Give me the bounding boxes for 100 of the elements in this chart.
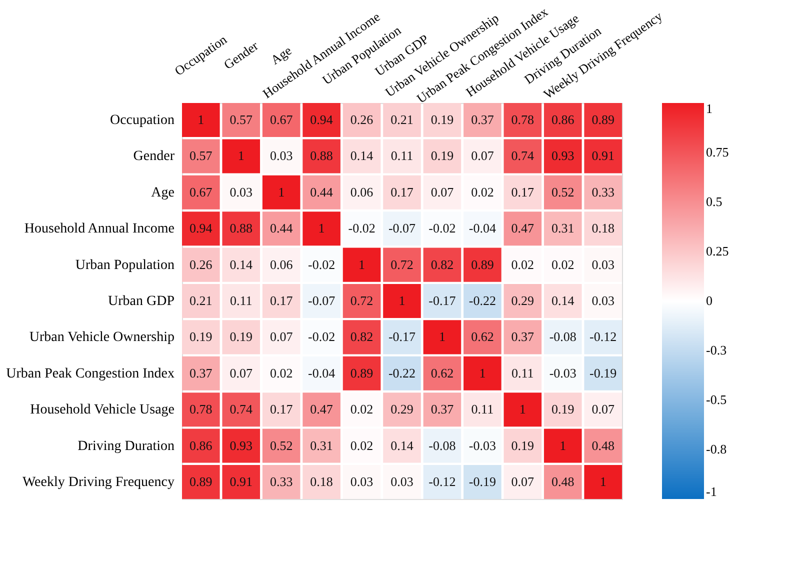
data-label: 0.48 <box>552 474 574 489</box>
data-label: 1 <box>438 329 446 344</box>
data-label: 0.02 <box>471 184 494 200</box>
data-label: 0.14 <box>350 148 374 164</box>
data-label: 0.74 <box>511 148 535 164</box>
color-bar-label: 0 <box>706 293 712 308</box>
data-label: 1 <box>560 438 566 453</box>
data-label: 0.78 <box>190 402 212 417</box>
y-tick-label: Driving Duration <box>78 438 174 454</box>
data-label: 0.62 <box>430 365 454 380</box>
data-label: 0.78 <box>511 112 534 128</box>
y-tick-label: Gender <box>133 149 175 164</box>
data-label: 0.91 <box>592 148 614 164</box>
data-label: 1 <box>318 220 325 236</box>
data-label: 0.19 <box>230 329 252 344</box>
data-label: 0.07 <box>270 329 294 344</box>
data-label: 0.17 <box>390 184 414 200</box>
data-label: 0.07 <box>592 402 615 417</box>
data-label: 0.44 <box>270 220 294 236</box>
data-label: 0.02 <box>552 256 574 272</box>
data-label: 0.07 <box>471 148 494 164</box>
data-label: 0.31 <box>310 438 333 453</box>
data-label: 0.11 <box>230 293 252 308</box>
data-label: 0.17 <box>511 184 535 200</box>
y-tick-label: Urban Population <box>75 258 174 273</box>
color-bar-label: 0.75 <box>706 144 729 160</box>
data-label: 0.07 <box>430 184 454 200</box>
data-label: 0.89 <box>190 474 212 489</box>
data-label: 0.47 <box>310 402 334 417</box>
data-label: -0.04 <box>308 365 336 380</box>
color-bar-label: -0.3 <box>706 342 727 358</box>
data-label: 0.57 <box>230 112 253 128</box>
data-label: 0.89 <box>471 256 494 272</box>
data-label: -0.22 <box>468 293 496 308</box>
data-label: 0.29 <box>390 402 414 417</box>
color-bar-label: 1 <box>706 101 712 116</box>
data-label: 0.94 <box>190 220 213 236</box>
data-label: 1 <box>278 184 285 200</box>
data-label: 0.31 <box>552 220 574 236</box>
data-label: 1 <box>238 148 244 164</box>
data-label: 0.02 <box>350 438 374 453</box>
data-label: 0.03 <box>390 474 414 489</box>
data-label: 0.21 <box>190 293 212 308</box>
data-label: 0.03 <box>592 293 614 308</box>
data-label: 0.82 <box>430 256 454 272</box>
data-label: 0.89 <box>350 365 374 380</box>
data-label: 0.17 <box>270 402 294 417</box>
y-tick-label: Weekly Driving Frequency <box>22 474 174 490</box>
y-tick-label: Urban Vehicle Ownership <box>29 330 174 346</box>
data-label: 0.02 <box>350 402 374 417</box>
data-label: 0.44 <box>310 184 334 200</box>
data-label: 0.17 <box>270 293 294 308</box>
data-label: -0.19 <box>468 474 496 489</box>
data-label: 0.52 <box>552 184 574 200</box>
data-label: 0.11 <box>390 148 414 164</box>
data-label: -0.07 <box>388 220 416 236</box>
data-label: 1 <box>600 474 606 489</box>
data-label: 0.06 <box>270 256 294 272</box>
data-label: 0.47 <box>511 220 535 236</box>
data-label: -0.22 <box>388 365 416 380</box>
data-label: 1 <box>519 402 526 417</box>
color-bar-label: -0.5 <box>706 392 727 407</box>
data-label: 0.48 <box>592 438 614 453</box>
data-label: -0.02 <box>308 256 336 272</box>
data-label: -0.02 <box>428 220 456 236</box>
data-label: 0.21 <box>390 112 414 128</box>
data-label: 0.06 <box>350 184 374 200</box>
data-label: 0.19 <box>430 148 454 164</box>
data-label: 0.86 <box>552 112 575 128</box>
data-label: 0.89 <box>592 112 614 128</box>
data-label: 0.94 <box>310 112 334 128</box>
data-label: 0.03 <box>350 474 374 489</box>
data-label: 0.07 <box>230 365 253 380</box>
data-label: -0.12 <box>428 474 456 489</box>
data-label: -0.04 <box>468 220 496 236</box>
data-label: 0.37 <box>190 365 213 380</box>
data-label: 0.37 <box>511 329 535 344</box>
data-label: -0.17 <box>428 293 456 308</box>
data-label: -0.17 <box>388 329 416 344</box>
y-tick-label: Urban Peak Congestion Index <box>6 366 174 382</box>
color-bar-label: -0.8 <box>706 442 727 456</box>
data-label: 0.26 <box>190 256 213 272</box>
data-label: -0.12 <box>590 329 617 344</box>
data-label: 0.26 <box>350 112 374 128</box>
data-label: 0.67 <box>270 112 294 128</box>
data-label: 0.93 <box>552 148 574 164</box>
color-bar-label: -1 <box>706 484 717 499</box>
data-label: 0.62 <box>471 329 494 344</box>
y-tick-label: Household Vehicle Usage <box>30 402 174 418</box>
data-label: -0.08 <box>549 329 576 344</box>
y-tick-label: Urban GDP <box>108 294 175 309</box>
data-label: 0.18 <box>592 220 614 236</box>
data-label: 0.19 <box>190 329 212 344</box>
data-label: 0.02 <box>270 365 293 380</box>
color-bar-label: 0.25 <box>706 244 729 258</box>
data-label: 0.93 <box>230 438 252 453</box>
data-label: 1 <box>358 256 366 272</box>
data-label: 0.07 <box>511 474 535 489</box>
data-label: 0.33 <box>592 184 614 200</box>
data-label: 0.37 <box>430 402 454 417</box>
